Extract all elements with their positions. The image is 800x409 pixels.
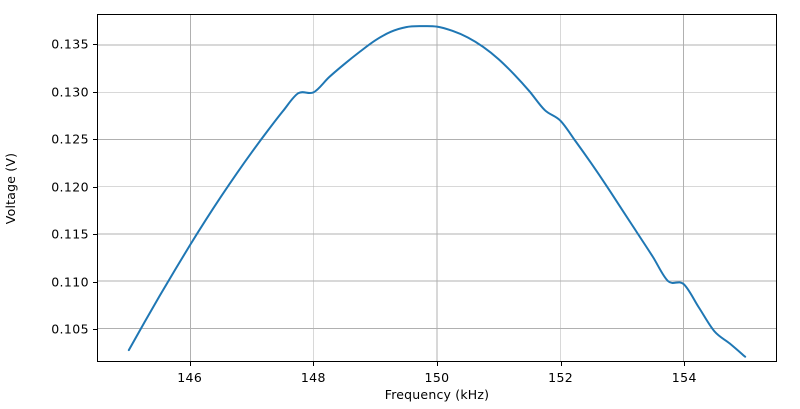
x-tick-mark xyxy=(189,362,191,366)
y-axis-title: Voltage (V) xyxy=(0,14,22,362)
x-axis-title: Frequency (kHz) xyxy=(384,387,490,402)
x-tick-label: 152 xyxy=(548,370,574,385)
y-tick-label: 0.130 xyxy=(51,84,89,100)
plot-area xyxy=(97,14,777,362)
y-tick-label: 0.125 xyxy=(51,131,89,147)
y-tick-label: 0.135 xyxy=(51,36,89,52)
x-tick-mark xyxy=(313,362,315,366)
y-tick-mark xyxy=(93,186,97,188)
x-tick-mark xyxy=(560,362,562,366)
x-tick-label: 146 xyxy=(177,370,203,385)
x-tick-label: 150 xyxy=(424,370,450,385)
grid-layer xyxy=(98,15,776,361)
y-tick-mark xyxy=(93,281,97,283)
y-tick-label: 0.115 xyxy=(51,226,89,242)
y-tick-label: 0.120 xyxy=(51,179,89,195)
y-tick-mark xyxy=(93,91,97,93)
y-tick-label: 0.105 xyxy=(51,321,89,337)
x-tick-label: 148 xyxy=(300,370,326,385)
y-tick-mark xyxy=(93,139,97,141)
x-tick-mark xyxy=(684,362,686,366)
y-tick-label: 0.110 xyxy=(51,274,89,290)
x-tick-mark xyxy=(437,362,438,366)
x-tick-label: 154 xyxy=(671,370,697,385)
series-line-resonance-response xyxy=(127,25,747,358)
y-tick-mark xyxy=(93,44,97,46)
data-curve-layer xyxy=(127,25,747,358)
y-tick-mark xyxy=(93,234,97,236)
y-tick-mark xyxy=(93,329,97,331)
y-axis-title-text: Voltage (V) xyxy=(3,152,19,224)
